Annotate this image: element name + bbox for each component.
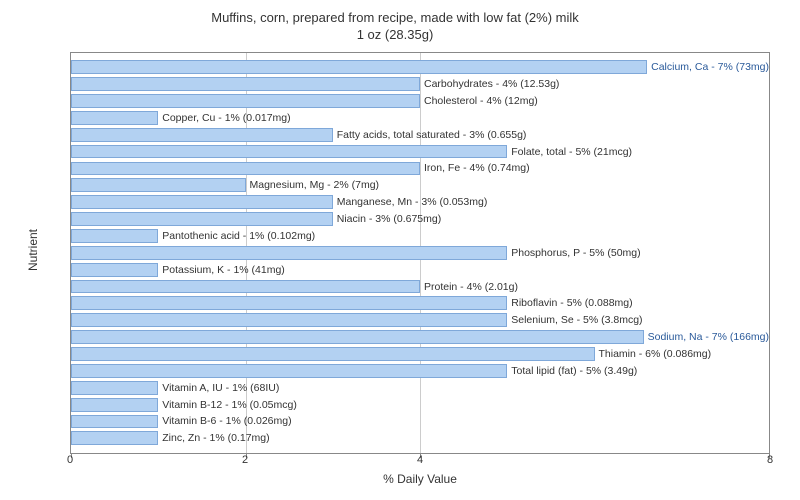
nutrient-bar-label: Pantothenic acid - 1% (0.102mg) xyxy=(162,230,315,242)
nutrient-bar-label: Iron, Fe - 4% (0.74mg) xyxy=(424,162,530,174)
nutrient-bar xyxy=(71,381,158,395)
nutrient-bar xyxy=(71,431,158,445)
nutrient-bar xyxy=(71,60,647,74)
nutrient-bar-row: Calcium, Ca - 7% (73mg) xyxy=(71,60,769,74)
nutrient-bar-label: Vitamin A, IU - 1% (68IU) xyxy=(162,382,279,394)
nutrient-bar xyxy=(71,398,158,412)
chart-title: Muffins, corn, prepared from recipe, mad… xyxy=(10,10,780,44)
nutrient-bar xyxy=(71,313,507,327)
nutrient-bar-row: Carbohydrates - 4% (12.53g) xyxy=(71,77,769,91)
nutrient-bar-label: Riboflavin - 5% (0.088mg) xyxy=(511,297,632,309)
nutrient-bar-row: Vitamin B-12 - 1% (0.05mcg) xyxy=(71,398,769,412)
nutrient-bar xyxy=(71,347,595,361)
nutrient-bar-row: Total lipid (fat) - 5% (3.49g) xyxy=(71,364,769,378)
nutrient-bar-row: Cholesterol - 4% (12mg) xyxy=(71,94,769,108)
x-tick-label: 4 xyxy=(417,454,423,466)
nutrient-bar xyxy=(71,178,246,192)
nutrient-bar-label: Zinc, Zn - 1% (0.17mg) xyxy=(162,432,269,444)
nutrient-bar-row: Thiamin - 6% (0.086mg) xyxy=(71,347,769,361)
nutrient-bar-label: Niacin - 3% (0.675mg) xyxy=(337,213,441,225)
nutrient-bar-row: Protein - 4% (2.01g) xyxy=(71,280,769,294)
nutrient-bar-label: Folate, total - 5% (21mcg) xyxy=(511,146,632,158)
nutrient-chart: Muffins, corn, prepared from recipe, mad… xyxy=(0,0,800,500)
x-tick-label: 8 xyxy=(767,454,773,466)
nutrient-bar-row: Potassium, K - 1% (41mg) xyxy=(71,263,769,277)
nutrient-bar-row: Manganese, Mn - 3% (0.053mg) xyxy=(71,195,769,209)
nutrient-bar xyxy=(71,296,507,310)
nutrient-bar xyxy=(71,229,158,243)
x-tick-label: 2 xyxy=(242,454,248,466)
nutrient-bar-label: Potassium, K - 1% (41mg) xyxy=(162,264,285,276)
nutrient-bar-row: Phosphorus, P - 5% (50mg) xyxy=(71,246,769,260)
title-line-2: 1 oz (28.35g) xyxy=(357,27,434,42)
plot-area: Calcium, Ca - 7% (73mg) Carbohydrates - 4… xyxy=(70,52,770,454)
nutrient-bar-row: Vitamin A, IU - 1% (68IU) xyxy=(71,381,769,395)
nutrient-bar xyxy=(71,280,420,294)
nutrient-bar-row: Fatty acids, total saturated - 3% (0.655… xyxy=(71,128,769,142)
nutrient-bar-label: Vitamin B-12 - 1% (0.05mcg) xyxy=(162,399,297,411)
nutrient-bar-row: Riboflavin - 5% (0.088mg) xyxy=(71,296,769,310)
nutrient-bar-row: Folate, total - 5% (21mcg) xyxy=(71,145,769,159)
nutrient-bar-row: Vitamin B-6 - 1% (0.026mg) xyxy=(71,415,769,429)
x-axis-label: % Daily Value xyxy=(383,472,457,486)
nutrient-bar-label: Fatty acids, total saturated - 3% (0.655… xyxy=(337,129,527,141)
nutrient-bar-label: Cholesterol - 4% (12mg) xyxy=(424,95,538,107)
nutrient-bar xyxy=(71,128,333,142)
nutrient-bar-label: Vitamin B-6 - 1% (0.026mg) xyxy=(162,415,291,427)
nutrient-bar xyxy=(71,195,333,209)
nutrient-bar-row: Copper, Cu - 1% (0.017mg) xyxy=(71,111,769,125)
nutrient-bar-label: Sodium, Na - 7% (166mg) xyxy=(648,331,769,343)
y-axis-label: Nutrient xyxy=(26,229,40,271)
nutrient-bar xyxy=(71,111,158,125)
nutrient-bar-label: Calcium, Ca - 7% (73mg) xyxy=(651,61,769,73)
nutrient-bar xyxy=(71,94,420,108)
nutrient-bar xyxy=(71,330,644,344)
nutrient-bar xyxy=(71,77,420,91)
nutrient-bar-label: Selenium, Se - 5% (3.8mcg) xyxy=(511,314,642,326)
nutrient-bar xyxy=(71,145,507,159)
nutrient-bar xyxy=(71,364,507,378)
nutrient-bar xyxy=(71,415,158,429)
nutrient-bar-row: Sodium, Na - 7% (166mg) xyxy=(71,330,769,344)
nutrient-bar-label: Magnesium, Mg - 2% (7mg) xyxy=(250,179,380,191)
nutrient-bar-row: Selenium, Se - 5% (3.8mcg) xyxy=(71,313,769,327)
nutrient-bar xyxy=(71,162,420,176)
nutrient-bar-label: Copper, Cu - 1% (0.017mg) xyxy=(162,112,290,124)
nutrient-bar xyxy=(71,246,507,260)
nutrient-bar-row: Zinc, Zn - 1% (0.17mg) xyxy=(71,431,769,445)
nutrient-bar-row: Iron, Fe - 4% (0.74mg) xyxy=(71,162,769,176)
nutrient-bar-label: Manganese, Mn - 3% (0.053mg) xyxy=(337,196,488,208)
nutrient-bar-row: Pantothenic acid - 1% (0.102mg) xyxy=(71,229,769,243)
nutrient-bar-row: Magnesium, Mg - 2% (7mg) xyxy=(71,178,769,192)
title-line-1: Muffins, corn, prepared from recipe, mad… xyxy=(211,10,579,25)
nutrient-bar-row: Niacin - 3% (0.675mg) xyxy=(71,212,769,226)
nutrient-bar-label: Total lipid (fat) - 5% (3.49g) xyxy=(511,365,637,377)
nutrient-bar-label: Thiamin - 6% (0.086mg) xyxy=(599,348,712,360)
x-axis: % Daily Value 0 2 4 8 xyxy=(70,454,770,484)
nutrient-bar-label: Protein - 4% (2.01g) xyxy=(424,281,518,293)
nutrient-bar xyxy=(71,212,333,226)
nutrient-bar-label: Phosphorus, P - 5% (50mg) xyxy=(511,247,640,259)
nutrient-bar-label: Carbohydrates - 4% (12.53g) xyxy=(424,78,559,90)
x-tick-label: 0 xyxy=(67,454,73,466)
nutrient-bar xyxy=(71,263,158,277)
